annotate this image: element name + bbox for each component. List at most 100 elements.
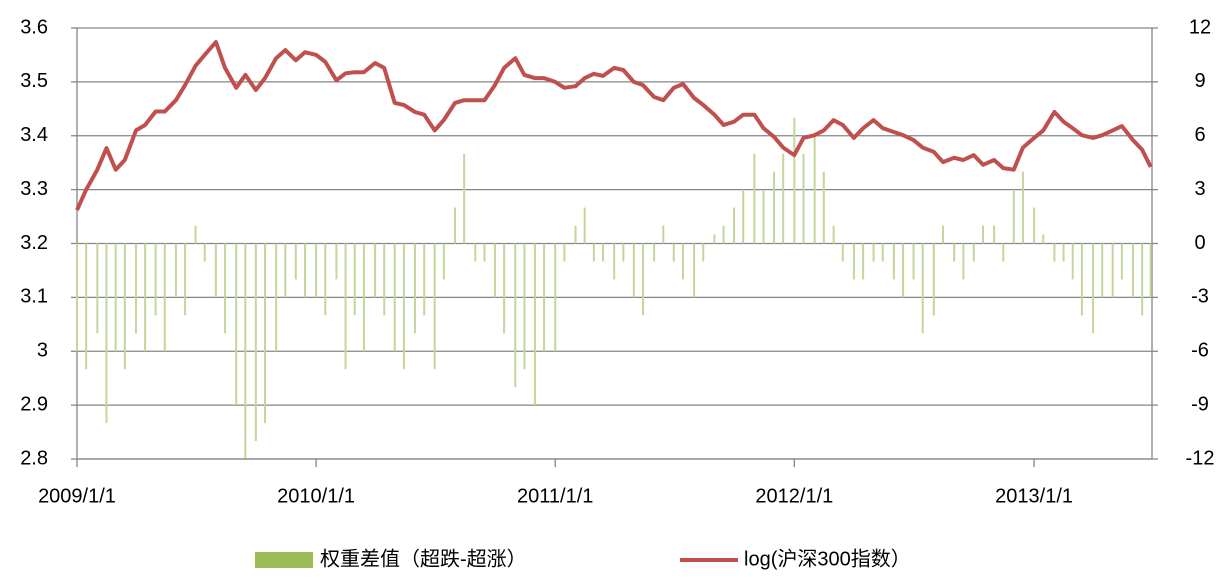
- bar: [324, 243, 327, 316]
- bar: [224, 243, 227, 334]
- legend-label: 权重差值（超跌-超涨）: [320, 547, 527, 570]
- bar: [962, 243, 965, 280]
- bar: [1120, 243, 1123, 280]
- bar: [762, 189, 765, 244]
- bar: [1101, 243, 1104, 298]
- bar: [96, 243, 99, 334]
- bar: [442, 243, 445, 280]
- bar: [503, 243, 506, 334]
- bar: [203, 243, 206, 262]
- bar: [344, 243, 347, 370]
- y2-tick-label: 3: [1194, 178, 1205, 200]
- y-tick-label: 3.5: [20, 70, 48, 92]
- bar: [114, 243, 117, 352]
- x-tick-label: 2010/1/1: [277, 485, 355, 507]
- bar: [782, 153, 785, 244]
- bar: [254, 243, 257, 442]
- bar: [872, 243, 875, 262]
- bar: [362, 243, 365, 352]
- bar: [543, 243, 546, 352]
- bar: [702, 243, 705, 262]
- line: [75, 40, 1153, 211]
- y2-tick-label: -3: [1191, 286, 1209, 308]
- bar: [932, 243, 935, 316]
- bar: [1053, 243, 1056, 262]
- y2-tick-label: 0: [1194, 232, 1205, 254]
- bar: [1141, 243, 1144, 316]
- bar: [533, 243, 536, 406]
- bar: [881, 243, 884, 262]
- bar: [841, 243, 844, 262]
- bar: [862, 243, 865, 280]
- bar: [662, 225, 665, 244]
- y-tick-label: 3.6: [20, 16, 48, 38]
- bar: [453, 207, 456, 244]
- bar: [154, 243, 157, 316]
- bar: [423, 243, 426, 316]
- bar: [902, 243, 905, 298]
- bar: [1149, 243, 1152, 298]
- bar: [134, 243, 137, 334]
- bar: [563, 243, 566, 262]
- bar: [284, 243, 287, 298]
- bar: [433, 243, 436, 370]
- bar: [641, 243, 644, 316]
- y-tick-label: 2.8: [20, 447, 48, 469]
- bar: [393, 243, 396, 352]
- bar: [592, 243, 595, 262]
- bar: [681, 243, 684, 280]
- bar: [733, 207, 736, 244]
- y2-tick-label: -6: [1191, 340, 1209, 362]
- bar: [753, 153, 756, 244]
- bar: [194, 225, 197, 244]
- y2-tick-label: -12: [1186, 447, 1215, 469]
- x-tick-label: 2013/1/1: [995, 485, 1073, 507]
- bar: [583, 207, 586, 244]
- x-tick-label: 2012/1/1: [755, 485, 833, 507]
- bar: [144, 243, 147, 352]
- bar: [574, 225, 577, 244]
- bar: [474, 243, 477, 262]
- y2-tick-label: 9: [1194, 70, 1205, 92]
- bar: [105, 243, 108, 424]
- bar: [653, 243, 656, 262]
- bar: [235, 243, 238, 406]
- bar: [1062, 243, 1065, 262]
- bar: [554, 243, 557, 352]
- bar: [813, 135, 816, 244]
- bar: [613, 243, 616, 280]
- bar: [1012, 189, 1015, 244]
- bar: [921, 243, 924, 334]
- bar: [294, 243, 297, 280]
- bar: [773, 171, 776, 244]
- y-tick-label: 3.3: [20, 178, 48, 200]
- bar: [244, 243, 247, 459]
- bar: [822, 171, 825, 244]
- legend-label: log(沪深300指数）: [744, 547, 911, 570]
- bar: [402, 243, 405, 370]
- bar: [793, 117, 796, 244]
- y-tick-label: 3: [37, 340, 48, 362]
- bar: [483, 243, 486, 262]
- bar: [1021, 171, 1024, 244]
- bar: [942, 225, 945, 244]
- bar: [1080, 243, 1083, 316]
- bar: [832, 225, 835, 244]
- bar: [353, 243, 356, 316]
- bar: [214, 243, 217, 298]
- bar: [184, 243, 187, 316]
- x-tick-label: 2009/1/1: [38, 485, 116, 507]
- x-tick-label: 2011/1/1: [517, 485, 593, 507]
- bar: [602, 243, 605, 262]
- bar: [852, 243, 855, 280]
- bar: [1033, 207, 1036, 244]
- bar: [1111, 243, 1114, 298]
- y-tick-label: 2.9: [20, 393, 48, 415]
- bar: [1002, 243, 1005, 262]
- y2-tick-label: 6: [1194, 124, 1205, 146]
- bar: [163, 243, 166, 352]
- y2-tick-label: -9: [1191, 393, 1209, 415]
- y-tick-label: 3.1: [20, 286, 48, 308]
- bar: [315, 243, 318, 298]
